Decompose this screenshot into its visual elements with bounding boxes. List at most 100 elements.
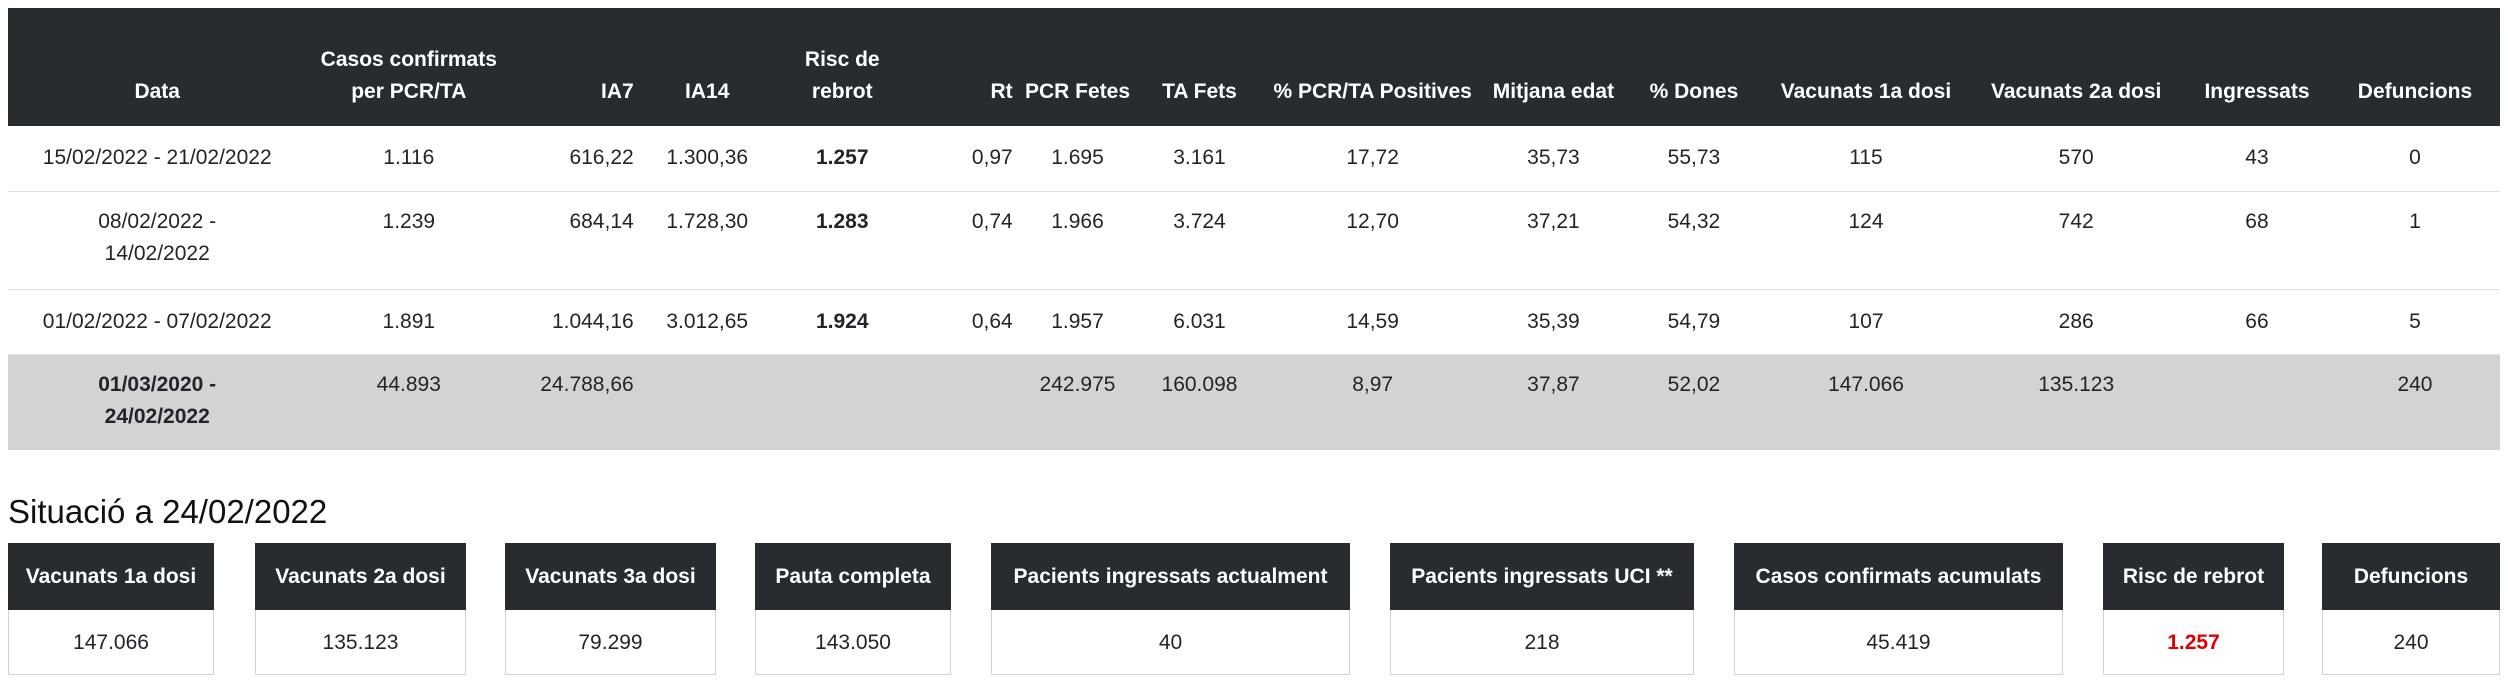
card-casos-acumulats: Casos confirmats acumulats 45.419 bbox=[1734, 543, 2063, 675]
cell-casos: 1.891 bbox=[306, 289, 512, 355]
cell-casos: 44.893 bbox=[306, 354, 512, 450]
cell-ingressats: 66 bbox=[2184, 289, 2330, 355]
card-value: 45.419 bbox=[1866, 631, 1931, 654]
header-vacunats-2a: Vacunats 2a dosi bbox=[1968, 8, 2185, 126]
cell-date: 15/02/2022 - 21/02/2022 bbox=[8, 126, 307, 192]
cell-ia7: 1.044,16 bbox=[511, 289, 640, 355]
cell-pcr-fetes: 1.957 bbox=[1018, 289, 1137, 355]
situation-title: Situació a 24/02/2022 bbox=[8, 493, 328, 530]
cell-defuncions: 1 bbox=[2329, 191, 2500, 290]
cell-mitjana-edat: 35,39 bbox=[1482, 289, 1625, 355]
card-value: 240 bbox=[2393, 631, 2429, 654]
header-vacunats-1a: Vacunats 1a dosi bbox=[1763, 8, 1969, 126]
cell-date: 01/02/2022 - 07/02/2022 bbox=[8, 289, 307, 355]
card-value: 40 bbox=[1158, 631, 1183, 654]
cell-mitjana-edat: 37,87 bbox=[1482, 354, 1625, 450]
weekly-data-table: Data Casos confirmats per PCR/TA IA7 IA1… bbox=[8, 8, 2500, 450]
header-pcr-fetes: PCR Fetes bbox=[1018, 8, 1137, 126]
card-value: 79.299 bbox=[578, 631, 643, 654]
card-value: 147.066 bbox=[73, 631, 149, 654]
card-vacunats-1a-dosi: Vacunats 1a dosi 147.066 bbox=[8, 543, 214, 675]
card-pacients-uci: Pacients ingressats UCI ** 218 bbox=[1390, 543, 1694, 675]
cell-vacunats-2a: 286 bbox=[1968, 289, 2185, 355]
card-vacunats-2a-dosi: Vacunats 2a dosi 135.123 bbox=[255, 543, 466, 675]
table-row: 15/02/2022 - 21/02/2022 1.116 616,22 1.3… bbox=[8, 126, 2500, 192]
card-value: 143.050 bbox=[815, 631, 891, 654]
cell-rt: 0,97 bbox=[909, 126, 1019, 192]
cell-defuncions: 0 bbox=[2329, 126, 2500, 192]
cell-pcr-fetes: 242.975 bbox=[1018, 354, 1137, 450]
card-value: 218 bbox=[1524, 631, 1560, 654]
cell-ingressats: 43 bbox=[2184, 126, 2330, 192]
card-value: 135.123 bbox=[322, 631, 399, 654]
cell-defuncions: 5 bbox=[2329, 289, 2500, 355]
cell-vacunats-1a: 107 bbox=[1763, 289, 1969, 355]
cell-date: 01/03/2020 - 24/02/2022 bbox=[8, 354, 307, 450]
card-label: Vacunats 2a dosi bbox=[255, 543, 466, 610]
cell-vacunats-2a: 570 bbox=[1968, 126, 2185, 192]
cell-risc-rebrot: 1.283 bbox=[774, 191, 910, 290]
table-header-row: Data Casos confirmats per PCR/TA IA7 IA1… bbox=[8, 8, 2500, 126]
table-row: 01/02/2022 - 07/02/2022 1.891 1.044,16 3… bbox=[8, 289, 2500, 355]
card-defuncions: Defuncions 240 bbox=[2322, 543, 2500, 675]
cell-ta-fets: 6.031 bbox=[1136, 289, 1263, 355]
cell-date: 08/02/2022 - 14/02/2022 bbox=[8, 191, 307, 290]
header-ta-fets: TA Fets bbox=[1136, 8, 1263, 126]
table-row: 08/02/2022 - 14/02/2022 1.239 684,14 1.7… bbox=[8, 191, 2500, 290]
table-total-row: 01/03/2020 - 24/02/2022 44.893 24.788,66… bbox=[8, 354, 2500, 450]
card-pacients-ingressats: Pacients ingressats actualment 40 bbox=[991, 543, 1350, 675]
cell-defuncions: 240 bbox=[2329, 354, 2500, 450]
cell-rt bbox=[909, 354, 1019, 450]
cell-ingressats: 68 bbox=[2184, 191, 2330, 290]
header-defuncions: Defuncions bbox=[2329, 8, 2500, 126]
cell-vacunats-2a: 742 bbox=[1968, 191, 2185, 290]
cell-vacunats-1a: 115 bbox=[1763, 126, 1969, 192]
cell-rt: 0,74 bbox=[909, 191, 1019, 290]
cell-ta-fets: 3.724 bbox=[1136, 191, 1263, 290]
card-label: Defuncions bbox=[2322, 543, 2500, 610]
card-vacunats-3a-dosi: Vacunats 3a dosi 79.299 bbox=[505, 543, 716, 675]
cell-vacunats-1a: 124 bbox=[1763, 191, 1969, 290]
cell-pct-positives: 14,59 bbox=[1262, 289, 1483, 355]
cell-pct-positives: 12,70 bbox=[1262, 191, 1483, 290]
header-ingressats: Ingressats bbox=[2184, 8, 2330, 126]
cell-casos: 1.116 bbox=[306, 126, 512, 192]
cell-pct-positives: 8,97 bbox=[1262, 354, 1483, 450]
cell-ingressats bbox=[2184, 354, 2330, 450]
cell-risc-rebrot: 1.924 bbox=[774, 289, 910, 355]
cell-ta-fets: 3.161 bbox=[1136, 126, 1263, 192]
cell-ia14 bbox=[639, 354, 775, 450]
cell-pct-dones: 54,32 bbox=[1624, 191, 1764, 290]
header-risc-rebrot: Risc de rebrot bbox=[774, 8, 910, 126]
card-label: Pauta completa bbox=[755, 543, 951, 610]
cell-vacunats-1a: 147.066 bbox=[1763, 354, 1969, 450]
card-label: Vacunats 1a dosi bbox=[8, 543, 214, 610]
card-label: Pacients ingressats UCI ** bbox=[1390, 543, 1694, 610]
cell-ia7: 616,22 bbox=[511, 126, 640, 192]
header-rt: Rt bbox=[909, 8, 1019, 126]
card-label: Risc de rebrot bbox=[2103, 543, 2284, 610]
cell-pcr-fetes: 1.695 bbox=[1018, 126, 1137, 192]
card-label: Pacients ingressats actualment bbox=[991, 543, 1350, 610]
cell-ta-fets: 160.098 bbox=[1136, 354, 1263, 450]
header-pct-dones: % Dones bbox=[1624, 8, 1764, 126]
cell-pct-dones: 52,02 bbox=[1624, 354, 1764, 450]
header-mitjana-edat: Mitjana edat bbox=[1482, 8, 1625, 126]
cell-mitjana-edat: 37,21 bbox=[1482, 191, 1625, 290]
card-pauta-completa: Pauta completa 143.050 bbox=[755, 543, 951, 675]
card-label: Vacunats 3a dosi bbox=[505, 543, 716, 610]
cell-ia14: 3.012,65 bbox=[639, 289, 775, 355]
cell-rt: 0,64 bbox=[909, 289, 1019, 355]
card-label: Casos confirmats acumulats bbox=[1734, 543, 2063, 610]
cell-pct-positives: 17,72 bbox=[1262, 126, 1483, 192]
cell-ia14: 1.300,36 bbox=[639, 126, 775, 192]
cell-vacunats-2a: 135.123 bbox=[1968, 354, 2185, 450]
cell-casos: 1.239 bbox=[306, 191, 512, 290]
cell-pct-dones: 54,79 bbox=[1624, 289, 1764, 355]
card-risc-rebrot: Risc de rebrot 1.257 bbox=[2103, 543, 2284, 675]
cell-risc-rebrot bbox=[774, 354, 910, 450]
cell-pct-dones: 55,73 bbox=[1624, 126, 1764, 192]
cell-ia7: 24.788,66 bbox=[511, 354, 640, 450]
card-value: 1.257 bbox=[2167, 631, 2220, 654]
header-ia7: IA7 bbox=[511, 8, 640, 126]
